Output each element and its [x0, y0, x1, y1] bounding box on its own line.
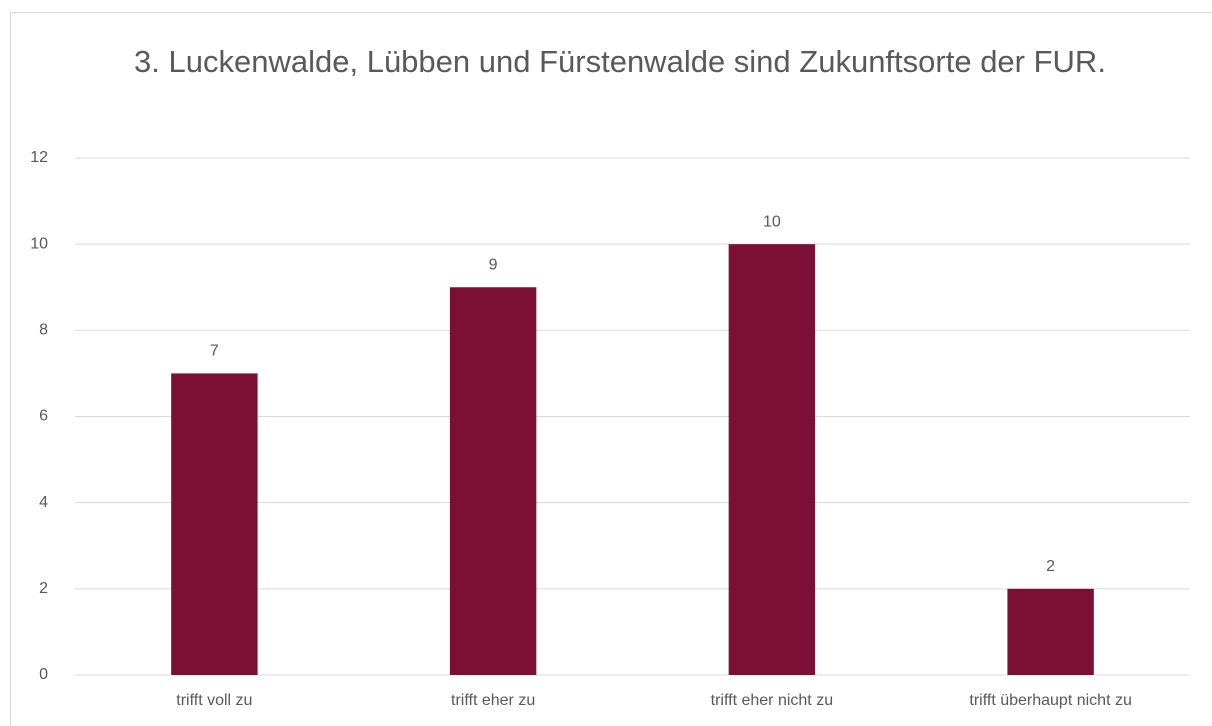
- chart-border: [10, 12, 1212, 726]
- bar: [1007, 588, 1094, 675]
- data-label: 9: [489, 256, 498, 273]
- bar: [449, 287, 537, 675]
- y-tick-label: 4: [39, 494, 48, 511]
- y-tick-label: 2: [39, 580, 48, 597]
- data-label: 7: [210, 343, 219, 360]
- x-tick-label: trifft eher zu: [451, 692, 535, 709]
- bar: [171, 373, 258, 675]
- y-tick-label: 8: [39, 322, 48, 339]
- x-tick-label: trifft eher nicht zu: [711, 692, 833, 709]
- data-label: 10: [763, 213, 781, 230]
- y-tick-label: 6: [39, 408, 48, 425]
- y-tick-label: 10: [30, 235, 48, 252]
- chart-title: 3. Luckenwalde, Lübben und Fürstenwalde …: [134, 44, 1106, 79]
- x-tick-label: trifft überhaupt nicht zu: [969, 692, 1131, 709]
- x-tick-label: trifft voll zu: [176, 692, 252, 709]
- y-tick-label: 0: [39, 666, 48, 683]
- data-label: 2: [1046, 558, 1055, 575]
- y-tick-label: 12: [30, 149, 48, 166]
- bar: [728, 244, 816, 675]
